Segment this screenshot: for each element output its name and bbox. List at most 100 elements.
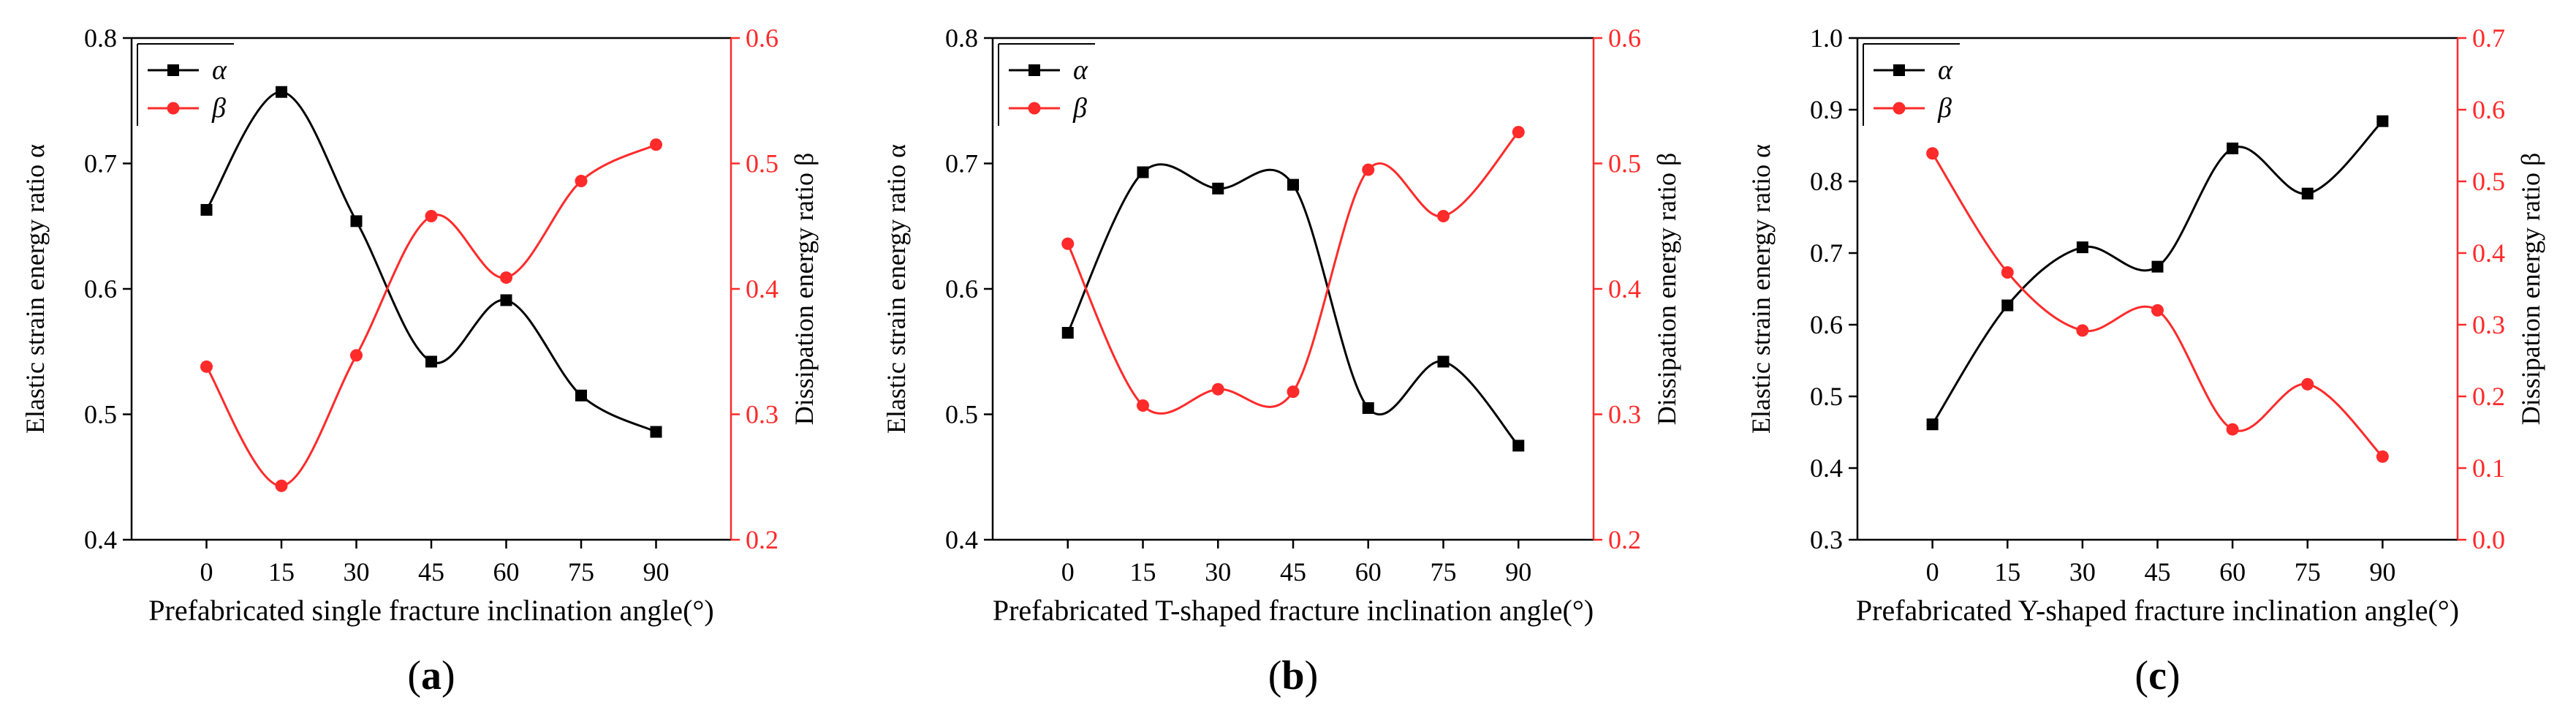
x-tick-label: 45 xyxy=(418,557,444,587)
x-tick-label: 75 xyxy=(2295,557,2321,587)
y-left-tick-label: 0.6 xyxy=(84,274,117,304)
y-left-tick-label: 0.9 xyxy=(1810,95,1843,124)
y-left-tick-label: 0.8 xyxy=(1810,167,1843,196)
beta-point xyxy=(1287,385,1300,399)
legend-square-marker xyxy=(167,64,179,76)
x-tick-label: 75 xyxy=(568,557,594,587)
y-right-tick-label: 0.5 xyxy=(746,149,779,178)
legend: αβ xyxy=(1863,43,1960,126)
beta-point xyxy=(350,349,363,362)
y-left-tick-label: 1.0 xyxy=(1810,23,1843,53)
beta-point xyxy=(1926,147,1939,160)
beta-point xyxy=(1437,210,1450,223)
beta-point xyxy=(500,271,512,284)
y-left-tick-label: 0.5 xyxy=(945,400,978,429)
beta-point xyxy=(1362,163,1375,176)
series-alpha-line xyxy=(1067,163,1520,447)
alpha-point xyxy=(1437,355,1450,368)
y-left-tick-label: 0.6 xyxy=(945,274,978,304)
y-right-tick-label: 0.6 xyxy=(2472,95,2505,124)
x-tick-label: 60 xyxy=(1355,557,1382,587)
beta-point xyxy=(275,479,288,492)
alpha-point xyxy=(2227,142,2239,154)
legend-label: α xyxy=(1073,55,1088,86)
x-tick-label: 0 xyxy=(1061,557,1075,587)
legend-circle-marker xyxy=(1028,102,1041,115)
y-right-tick-label: 0.7 xyxy=(2472,23,2505,53)
series-alpha-line xyxy=(205,91,657,433)
alpha-point xyxy=(1137,166,1149,178)
alpha-point xyxy=(1287,178,1299,191)
beta-point xyxy=(2376,450,2389,463)
x-tick-label: 75 xyxy=(1431,557,1457,587)
y-left-tick-label: 0.7 xyxy=(1810,238,1843,268)
x-tick-label: 90 xyxy=(1505,557,1531,587)
beta-point xyxy=(1211,383,1224,396)
x-tick-label: 60 xyxy=(493,557,520,587)
beta-point xyxy=(1137,399,1149,412)
y-left-tick-label: 0.4 xyxy=(1810,453,1843,483)
alpha-point xyxy=(1061,327,1074,339)
legend-circle-marker xyxy=(167,102,180,115)
y-right-tick-label: 0.3 xyxy=(746,400,779,429)
alpha-point xyxy=(1212,182,1224,195)
alpha-point xyxy=(2076,241,2088,254)
x-tick-label: 15 xyxy=(1994,557,2020,587)
beta-point xyxy=(2151,304,2164,317)
legend-circle-marker xyxy=(1893,102,1906,115)
y-right-tick-label: 0.6 xyxy=(746,23,779,53)
alpha-point xyxy=(350,215,363,227)
y-right-tick-label: 0.3 xyxy=(1608,400,1641,429)
alpha-point xyxy=(2301,187,2314,200)
y-right-tick-label: 0.6 xyxy=(1608,23,1641,53)
y-left-tick-label: 0.4 xyxy=(945,525,978,554)
y-right-tick-label: 0.3 xyxy=(2472,310,2505,339)
y-left-tick-label: 0.8 xyxy=(945,23,978,53)
legend-label: β xyxy=(211,93,226,124)
panel-label: (a) xyxy=(407,653,455,698)
beta-point xyxy=(2076,324,2089,337)
y-right-tick-label: 0.0 xyxy=(2472,525,2505,554)
y-right-tick-label: 0.2 xyxy=(1608,525,1641,554)
x-axis-label: Prefabricated T-shaped fracture inclinat… xyxy=(993,594,1594,627)
panel-c: 0 15 30 45 60 75 90 0.3 0.4 0.5 0.6 0.7 0.8 0.9 1.0 0.0… xyxy=(1746,23,2545,698)
series-beta-line xyxy=(1067,131,1520,415)
beta-point xyxy=(2226,423,2239,436)
alpha-point xyxy=(1926,418,1939,431)
series-alpha-line xyxy=(1931,120,2384,426)
alpha-point xyxy=(1362,402,1374,414)
x-tick-label: 0 xyxy=(200,557,213,587)
y-right-tick-label: 0.4 xyxy=(1608,274,1641,304)
legend: αβ xyxy=(998,43,1095,126)
y-right-tick-label: 0.2 xyxy=(746,525,779,554)
panel-b: 0 15 30 45 60 75 90 0.4 0.5 0.6 0.7 0.8 0.2 0.3 0.4 0.5… xyxy=(882,23,1681,698)
x-tick-label: 30 xyxy=(2069,557,2096,587)
y-right-tick-label: 0.5 xyxy=(2472,167,2505,196)
beta-point xyxy=(650,138,662,151)
beta-point xyxy=(2301,377,2314,391)
y-left-tick-label: 0.5 xyxy=(1810,382,1843,411)
alpha-point xyxy=(425,355,437,368)
legend-square-marker xyxy=(1893,64,1905,76)
x-tick-label: 60 xyxy=(2219,557,2246,587)
y-right-axis-label: Dissipation energy ratio β xyxy=(2516,153,2545,426)
x-tick-label: 15 xyxy=(268,557,295,587)
beta-point xyxy=(575,175,588,188)
y-right-tick-label: 0.1 xyxy=(2472,453,2505,483)
y-right-tick-label: 0.4 xyxy=(2472,238,2505,268)
legend-label: α xyxy=(212,55,227,86)
y-left-axis-label: Elastic strain energy ratio α xyxy=(20,144,50,434)
beta-point xyxy=(1061,237,1075,250)
y-left-tick-label: 0.3 xyxy=(1810,525,1843,554)
alpha-point xyxy=(1512,440,1525,452)
beta-point xyxy=(200,360,213,373)
y-right-axis-label: Dissipation energy ratio β xyxy=(1652,153,1681,426)
y-left-tick-label: 0.7 xyxy=(945,149,978,178)
panel-label: (c) xyxy=(2134,653,2180,698)
y-left-tick-label: 0.6 xyxy=(1810,310,1843,339)
alpha-point xyxy=(575,389,587,402)
x-tick-label: 30 xyxy=(344,557,370,587)
alpha-point xyxy=(2001,299,2014,312)
y-left-tick-label: 0.8 xyxy=(84,23,117,53)
